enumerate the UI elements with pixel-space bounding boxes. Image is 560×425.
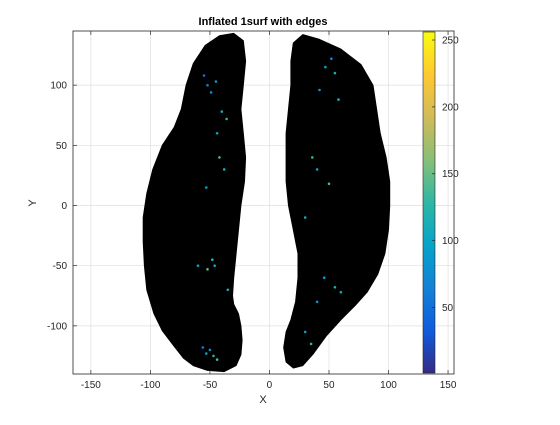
surface-vertex-point	[205, 186, 208, 189]
right-hemisphere-surface	[283, 34, 391, 369]
colorbar-tick-label: 200	[442, 102, 459, 113]
surface-vertex-point	[208, 348, 212, 352]
x-tick-label: 100	[380, 380, 397, 391]
surface-vertex-point	[315, 168, 319, 171]
colorbar-tick-label: 250	[442, 36, 459, 47]
surface-vertex-point	[315, 300, 319, 304]
surface-vertex-point	[215, 358, 219, 361]
x-tick-label: -150	[81, 380, 101, 391]
colorbar-tick-label: 100	[442, 236, 459, 247]
plot-area	[73, 31, 454, 374]
surface-vertex-point	[220, 110, 224, 113]
surface-vertex-point	[327, 182, 331, 186]
surface-vertex-point	[222, 168, 226, 171]
left-hemisphere-surface	[142, 32, 247, 373]
surface-vertex-point	[206, 83, 209, 87]
surface-vertex-point	[215, 132, 219, 135]
surface-vertex-point	[225, 117, 228, 121]
surface-vertex-point	[218, 156, 221, 159]
surface-vertex-point	[206, 268, 209, 271]
y-tick-label: -50	[53, 261, 68, 272]
x-tick-label: -50	[203, 380, 218, 391]
x-tick-label: -100	[140, 380, 160, 391]
colorbar-ticks: 250 200 150 100 50	[432, 36, 459, 314]
surface-vertex-point	[214, 80, 218, 83]
surface-vertex-point	[339, 290, 343, 294]
surface-vertex-point	[322, 276, 326, 280]
surface-vertex-point	[209, 91, 213, 94]
axes-box	[72, 30, 455, 375]
surface-vertex-point	[226, 288, 230, 292]
surface-vertex-point	[337, 98, 340, 101]
y-axis-ticks: 100 50 0 -50 -100	[47, 81, 77, 332]
y-tick-label: 50	[56, 141, 68, 152]
surface-vertex-point	[303, 330, 307, 334]
surface-vertex-point	[196, 264, 200, 268]
surface-vertex-point	[333, 71, 337, 75]
surface-vertex-point	[333, 286, 337, 289]
surface-vertex-point	[303, 216, 307, 219]
surface-vertex-point	[330, 57, 333, 60]
x-tick-label: 0	[267, 380, 273, 391]
chart-title: Inflated 1surf with edges	[199, 16, 328, 28]
x-tick-label: 50	[323, 380, 335, 391]
colorbar-tick-label: 150	[442, 169, 459, 180]
surface-vertex-point	[213, 264, 216, 268]
surface-vertex-point	[309, 342, 313, 346]
x-tick-label: 150	[440, 380, 457, 391]
x-axis-label: X	[259, 394, 267, 406]
x-axis-ticks: -150 -100 -50 0 50 100 150	[81, 31, 457, 391]
y-tick-label: -100	[47, 321, 67, 332]
surface	[142, 32, 391, 373]
surface-vertex-point	[201, 346, 205, 349]
colorbar	[422, 31, 436, 374]
surface-vertex-point	[211, 258, 214, 262]
surface-vertex-point	[202, 74, 206, 77]
y-axis-label: Y	[27, 199, 39, 207]
surface-vertex-point	[205, 352, 208, 355]
y-tick-label: 100	[50, 81, 67, 92]
y-tick-label: 0	[61, 201, 67, 212]
surface-vertex-point	[324, 65, 327, 69]
surface-vertex-point	[212, 354, 215, 358]
colorbar-tick-label: 50	[442, 303, 454, 314]
surface-vertex-point	[311, 156, 314, 159]
surface-vertex-point	[318, 88, 321, 92]
